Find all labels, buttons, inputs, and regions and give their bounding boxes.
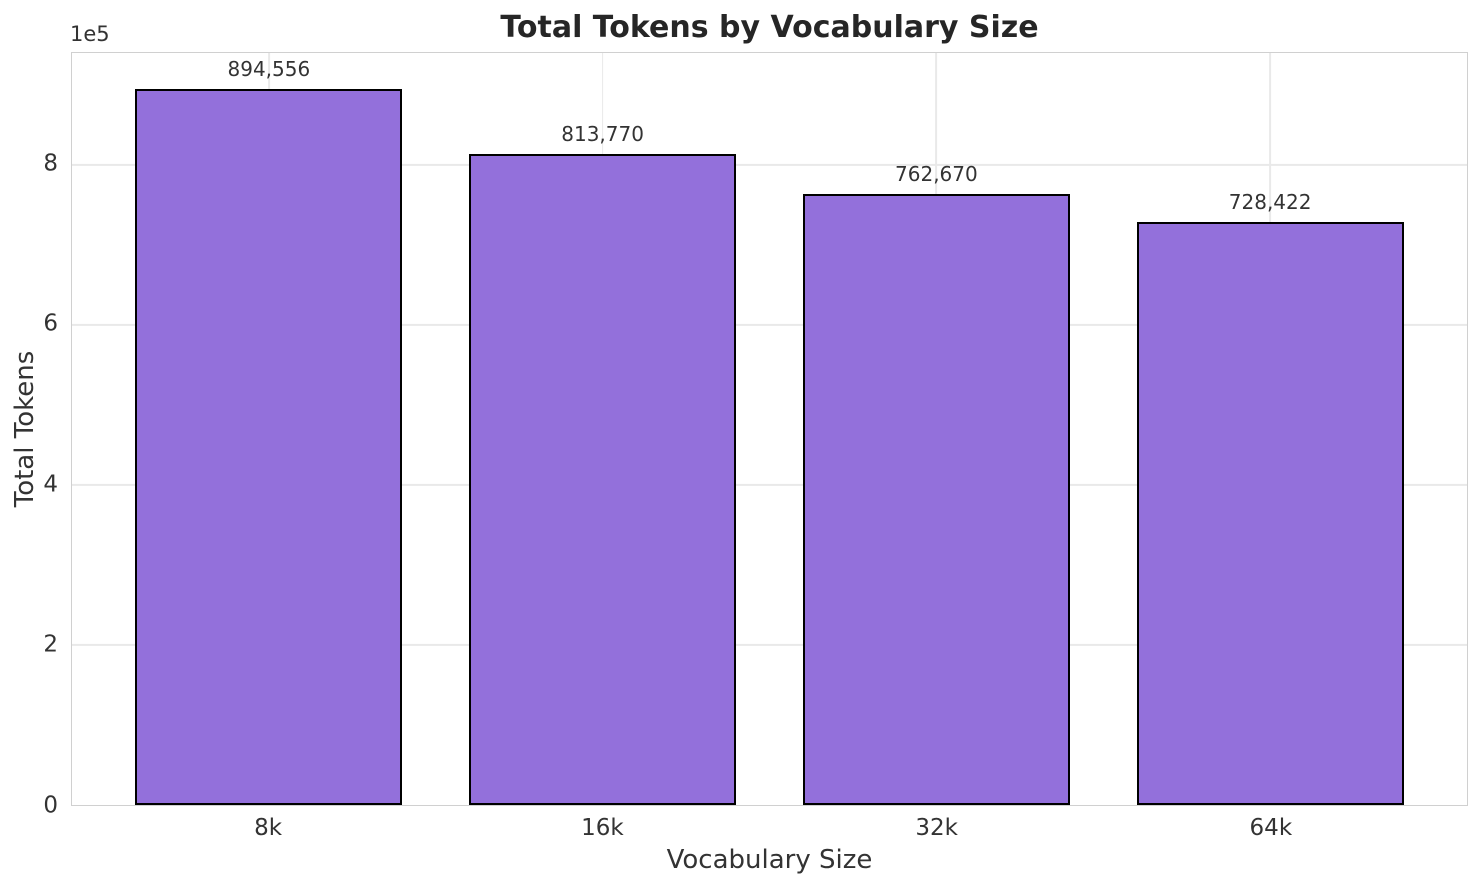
h-gridline xyxy=(72,643,1467,646)
bar-value-label: 728,422 xyxy=(1228,189,1312,214)
bar-8k xyxy=(135,88,403,805)
y-tick-label: 0 xyxy=(43,792,58,819)
y-tick-label: 4 xyxy=(43,471,58,498)
bar-value-label: 762,670 xyxy=(895,162,978,187)
x-tick-labels: 8k 16k 32k 64k xyxy=(71,815,1468,845)
h-gridline xyxy=(72,483,1467,486)
y-tick-label: 2 xyxy=(43,631,58,658)
y-axis-offset-label: 1e5 xyxy=(70,22,110,46)
bar-32k xyxy=(802,194,1070,805)
bar-16k xyxy=(469,153,737,805)
y-tick-labels: 0 2 4 6 8 xyxy=(0,52,58,817)
chart-title: Total Tokens by Vocabulary Size xyxy=(500,10,1039,45)
h-gridline xyxy=(72,323,1467,326)
bar-value-label: 894,556 xyxy=(227,56,311,81)
bar-64k xyxy=(1136,221,1404,805)
y-axis-label: Total Tokens xyxy=(10,350,40,508)
y-tick-label: 6 xyxy=(43,310,58,337)
h-gridline xyxy=(72,163,1467,166)
plot-area: 894,556 813,770 762,670 728,422 xyxy=(71,52,1468,806)
x-tick-label: 8k xyxy=(254,815,283,841)
x-axis-label: Vocabulary Size xyxy=(666,845,873,875)
y-tick-label: 8 xyxy=(43,150,58,177)
x-tick-label: 64k xyxy=(1249,815,1293,841)
x-tick-label: 16k xyxy=(581,815,624,841)
bar-value-label: 813,770 xyxy=(561,121,644,146)
x-tick-label: 32k xyxy=(915,815,958,841)
